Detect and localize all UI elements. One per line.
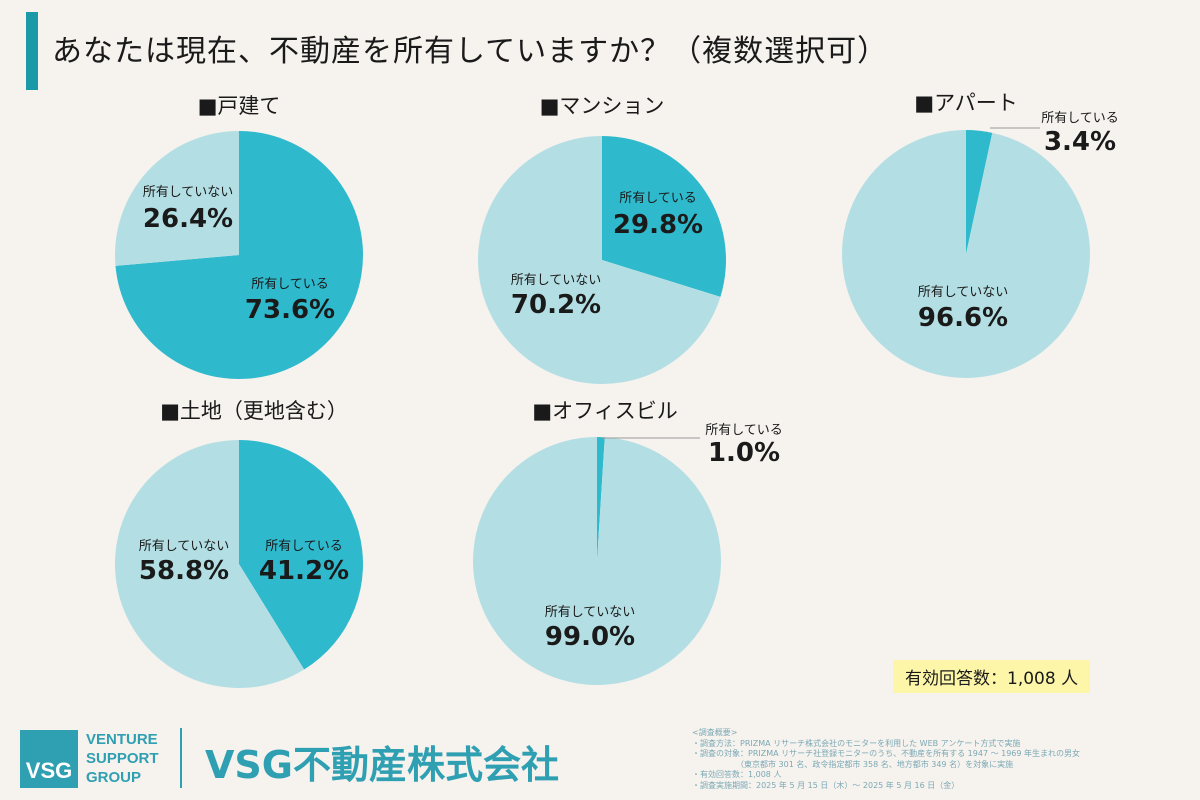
- company-name: VSG不動産株式会社: [205, 743, 559, 787]
- slice-value-label: 41.2%: [259, 556, 349, 586]
- slice-value-label: 26.4%: [143, 204, 233, 234]
- slice-label: 所有している: [265, 539, 343, 554]
- page-title: あなたは現在、不動産を所有していますか？（複数選択可）: [52, 34, 889, 69]
- slice-value-label: 96.6%: [918, 303, 1008, 333]
- pie-chart-title: ■アパート: [914, 91, 1017, 115]
- slice-value-label: 58.8%: [139, 556, 229, 586]
- logo-line: VENTURE: [86, 731, 158, 748]
- logo-wordmark: VENTURE SUPPORT GROUP: [86, 730, 159, 787]
- pie-chart-title: ■オフィスビル: [532, 399, 677, 423]
- pie-chart-title: ■マンション: [540, 94, 665, 118]
- pie-chart-title: ■土地（更地含む）: [160, 399, 348, 423]
- slice-label: 所有していない: [545, 605, 636, 620]
- slice-value-label: 70.2%: [511, 290, 601, 320]
- pie-slice-not-owned: [114, 131, 239, 266]
- slice-value-label: 3.4%: [1044, 127, 1116, 157]
- logo-line: SUPPORT: [86, 750, 159, 767]
- survey-note-line: ・調査の対象：PRIZMA リサーチ社登録モニターのうち、不動産を所有する 19…: [692, 749, 1081, 758]
- title-accent-bar: [26, 12, 38, 90]
- slice-label: 所有していない: [139, 539, 230, 554]
- pie-slice-owned: [597, 437, 605, 561]
- pie-chart-title: ■戸建て: [198, 94, 281, 118]
- survey-note-line: ・調査実施期間：2025 年 5 月 15 日（木）～ 2025 年 5 月 1…: [692, 780, 960, 790]
- slice-label: 所有していない: [511, 273, 602, 288]
- pie-slice-not-owned: [842, 130, 1090, 378]
- survey-note-line: <調査概要>: [692, 728, 738, 737]
- pie-slice-not-owned: [473, 437, 722, 686]
- vsg-logo: VSG: [20, 730, 78, 788]
- pie-slice-owned: [966, 130, 993, 254]
- pie-slice-not-owned: [477, 136, 721, 384]
- pie-slice-owned: [115, 131, 364, 379]
- slice-label: 所有している: [1041, 111, 1119, 126]
- survey-notes: <調査概要> ・調査方法：PRIZMA リサーチ株式会社のモニターを利用した W…: [692, 728, 1192, 791]
- pie-slice-not-owned: [115, 440, 305, 688]
- slice-label: 所有していない: [918, 285, 1009, 300]
- total-respondents-badge: 有効回答数：1,008 人: [893, 660, 1091, 693]
- pie-slice-owned: [239, 440, 364, 670]
- slice-label: 所有していない: [143, 185, 234, 200]
- slice-label: 所有している: [619, 191, 697, 206]
- footer-divider: [180, 728, 182, 788]
- slice-label: 所有している: [705, 423, 783, 438]
- slice-value-label: 1.0%: [708, 438, 780, 468]
- slice-label: 所有している: [251, 277, 329, 292]
- logo-line: GROUP: [86, 769, 142, 786]
- survey-note-line: （東京都市 301 名、政令指定都市 358 名、地方都市 349 名）を対象に…: [692, 759, 1014, 769]
- slice-value-label: 99.0%: [545, 622, 635, 652]
- slice-value-label: 73.6%: [245, 295, 335, 325]
- pie-slice-owned: [602, 136, 726, 297]
- pie-chart-4: ■土地（更地含む） 所有している 41.2% 所有していない 58.8%: [115, 399, 364, 688]
- slice-value-label: 29.8%: [613, 210, 703, 240]
- survey-note-line: ・有効回答数：1,008 人: [692, 770, 782, 779]
- survey-note-line: ・調査方法：PRIZMA リサーチ株式会社のモニターを利用した WEB アンケー…: [692, 738, 1021, 748]
